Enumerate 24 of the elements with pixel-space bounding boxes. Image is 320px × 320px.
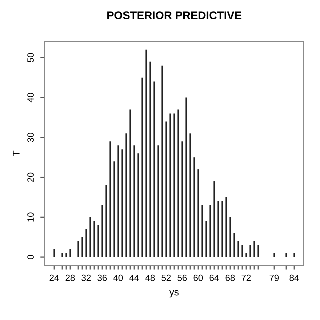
chart-title: POSTERIOR PREDICTIVE (108, 12, 242, 20)
y-tick-label: 20 (28, 172, 34, 182)
x-tick-label: 48 (146, 274, 156, 282)
x-tick-label: 32 (82, 274, 91, 282)
x-tick-label: 68 (226, 274, 236, 282)
x-tick-label: 72 (242, 274, 251, 282)
x-tick-label: 60 (194, 274, 204, 282)
y-axis-title: T (13, 150, 20, 156)
x-tick-label: 24 (50, 274, 60, 282)
y-tick-label: 30 (28, 132, 34, 142)
x-tick-label: 56 (178, 274, 188, 282)
x-axis-title: ys (170, 290, 179, 298)
y-tick-label: 10 (28, 212, 34, 222)
x-tick-label: 40 (114, 274, 124, 282)
x-tick-label: 52 (162, 274, 171, 282)
x-tick-label: 79 (270, 274, 279, 282)
x-tick-label: 44 (130, 274, 140, 282)
y-tick-label: 50 (28, 53, 34, 63)
x-tick-label: 64 (210, 274, 220, 282)
x-tick-label: 28 (66, 274, 76, 282)
y-tick-label: 40 (28, 93, 34, 103)
x-tick-label: 84 (290, 274, 300, 282)
x-tick-label: 36 (98, 274, 108, 282)
y-tick-label: 0 (28, 255, 34, 260)
